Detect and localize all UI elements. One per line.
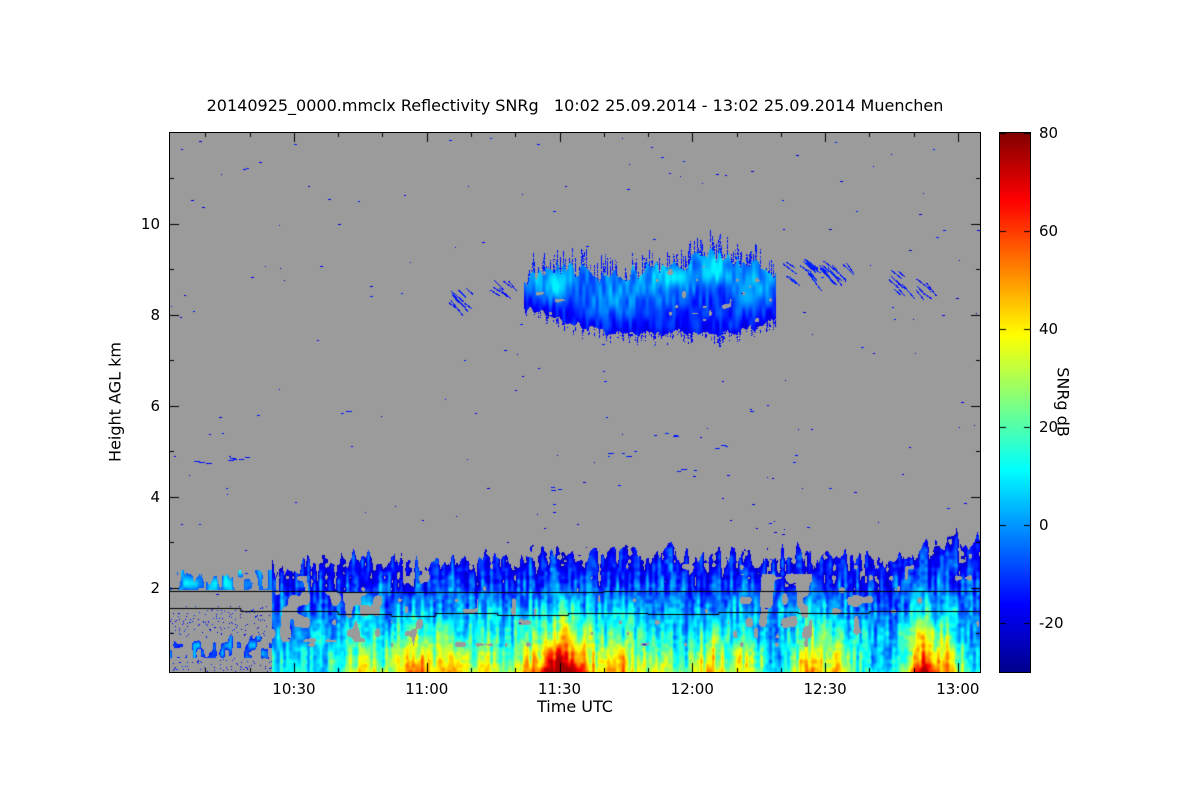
x-tick-label: 11:00 xyxy=(405,680,449,698)
colorbar-tick-label: 0 xyxy=(1039,516,1049,534)
y-tick-label: 6 xyxy=(150,396,160,415)
chart-title: 20140925_0000.mmclx Reflectivity SNRg 10… xyxy=(206,96,944,115)
colorbar-label: SNRg dB xyxy=(1053,367,1073,437)
colorbar-tick-label: 40 xyxy=(1039,320,1059,338)
x-tick-label: 12:00 xyxy=(670,680,714,698)
x-tick-label: 10:30 xyxy=(272,680,316,698)
colorbar-tick-label: 20 xyxy=(1039,418,1059,436)
x-tick-label: 13:00 xyxy=(936,680,980,698)
colorbar-tick-label: 60 xyxy=(1039,222,1059,240)
colorbar-tick-label: -20 xyxy=(1039,614,1064,632)
y-tick-label: 8 xyxy=(150,305,160,324)
y-tick-label: 10 xyxy=(140,214,160,233)
colorbar xyxy=(999,132,1031,673)
y-tick-label: 4 xyxy=(150,487,160,506)
colorbar-tick-label: 80 xyxy=(1039,124,1059,142)
heatmap-canvas xyxy=(170,133,980,672)
colorbar-gradient-canvas xyxy=(1000,133,1030,672)
x-axis-label: Time UTC xyxy=(537,697,613,716)
plot-area xyxy=(169,132,981,673)
y-tick-label: 2 xyxy=(150,578,160,597)
x-tick-label: 11:30 xyxy=(537,680,582,698)
x-tick-label: 12:30 xyxy=(803,680,847,698)
